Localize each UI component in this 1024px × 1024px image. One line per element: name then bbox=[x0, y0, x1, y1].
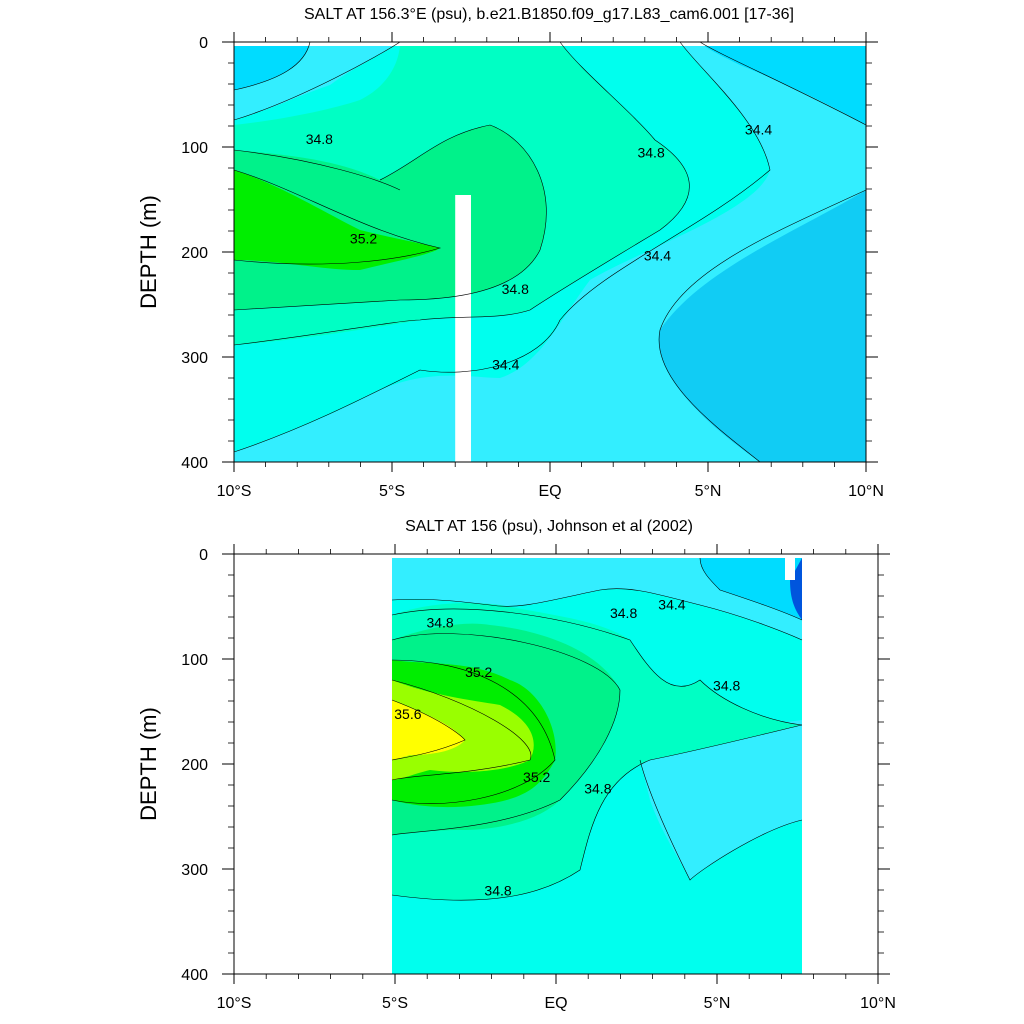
contour-label: 34.8 bbox=[306, 131, 333, 147]
contour-label: 35.2 bbox=[465, 664, 492, 680]
salinity-band-34.2-34.4-corner bbox=[234, 42, 310, 90]
y-tick-label: 100 bbox=[181, 652, 208, 669]
y-tick-label: 400 bbox=[181, 455, 208, 472]
y-tick-label: 200 bbox=[181, 757, 208, 774]
observed-contour-field bbox=[391, 557, 803, 974]
contour-label: 34.8 bbox=[584, 780, 611, 796]
x-tick-label: EQ bbox=[544, 995, 567, 1012]
contour-label: 34.4 bbox=[644, 247, 671, 263]
observed-y-axis-label: DEPTH (m) bbox=[136, 707, 161, 821]
contour-label: 35.2 bbox=[523, 769, 550, 785]
model-contour-lines bbox=[233, 41, 867, 463]
model-contour-field bbox=[233, 41, 867, 463]
observed-panel-title: SALT AT 156 (psu), Johnson et al (2002) bbox=[405, 518, 693, 535]
contour-label: 35.2 bbox=[350, 231, 377, 247]
model-y-axis-label: DEPTH (m) bbox=[136, 195, 161, 309]
x-tick-label: 10°N bbox=[848, 483, 884, 500]
obs-salinity-band-deep bbox=[790, 558, 802, 620]
model-panel-title: SALT AT 156.3°E (psu), b.e21.B1850.f09_g… bbox=[304, 6, 794, 23]
x-tick-label: 5°S bbox=[379, 483, 405, 500]
x-tick-label: 10°S bbox=[217, 483, 252, 500]
salinity-band-34.2-34.4 bbox=[700, 42, 866, 125]
contour-label: 34.8 bbox=[713, 678, 740, 694]
model-top-gap bbox=[234, 42, 866, 46]
x-tick-label: 10°N bbox=[860, 995, 896, 1012]
model-missing-column bbox=[455, 195, 471, 462]
obs-salinity-band-gt35.6 bbox=[392, 700, 465, 760]
x-tick-label: 10°S bbox=[217, 995, 252, 1012]
contour-label: 34.4 bbox=[658, 597, 685, 613]
contour-label: 34.8 bbox=[610, 605, 637, 621]
contour-label: 34.8 bbox=[637, 145, 664, 161]
x-tick-label: 5°N bbox=[695, 483, 722, 500]
y-tick-label: 100 bbox=[181, 140, 208, 157]
y-tick-label: 300 bbox=[181, 862, 208, 879]
obs-salinity-band-34.4-34.6-upper bbox=[392, 558, 802, 640]
observed-contour-lines bbox=[391, 557, 803, 901]
x-tick-label: 5°S bbox=[382, 995, 408, 1012]
contour-label: 34.8 bbox=[426, 615, 453, 631]
contour-label: 35.6 bbox=[394, 706, 421, 722]
contour-label: 34.4 bbox=[745, 121, 772, 137]
observed-contour-labels: 34.8 35.2 35.6 35.2 34.8 34.8 34.4 34.8 34.8 bbox=[394, 597, 740, 899]
y-tick-label: 200 bbox=[181, 245, 208, 262]
salinity-band-lt34.2 bbox=[658, 190, 866, 462]
y-tick-label: 400 bbox=[181, 967, 208, 984]
observed-missing-notch bbox=[785, 558, 795, 580]
obs-salinity-band-35.4-35.6 bbox=[392, 680, 534, 780]
model-salinity-panel: SALT AT 156.3°E (psu), b.e21.B1850.f09_g… bbox=[136, 6, 884, 500]
observed-salinity-panel: SALT AT 156 (psu), Johnson et al (2002) bbox=[136, 518, 896, 1012]
y-tick-label: 300 bbox=[181, 350, 208, 367]
y-tick-label: 0 bbox=[199, 547, 208, 564]
observed-axes: 10°S 5°S EQ 5°N 10°N 0 100 200 300 400 bbox=[181, 544, 896, 1012]
x-tick-label: 5°N bbox=[704, 995, 731, 1012]
contour-label: 34.8 bbox=[484, 882, 511, 898]
y-tick-label: 0 bbox=[199, 35, 208, 52]
model-contour-labels: 34.8 35.2 34.8 34.4 34.8 34.4 34.4 bbox=[306, 121, 773, 372]
contour-label: 34.8 bbox=[502, 281, 529, 297]
model-axes: 10°S 5°S EQ 5°N 10°N 0 100 200 300 400 bbox=[181, 32, 884, 500]
x-tick-label: EQ bbox=[538, 483, 561, 500]
contour-label: 34.4 bbox=[492, 357, 519, 373]
obs-salinity-band-34.4-34.6-lower bbox=[640, 720, 802, 880]
salinity-band-35.2-35.4 bbox=[234, 170, 440, 270]
obs-salinity-band-34.2-34.4 bbox=[700, 558, 802, 620]
